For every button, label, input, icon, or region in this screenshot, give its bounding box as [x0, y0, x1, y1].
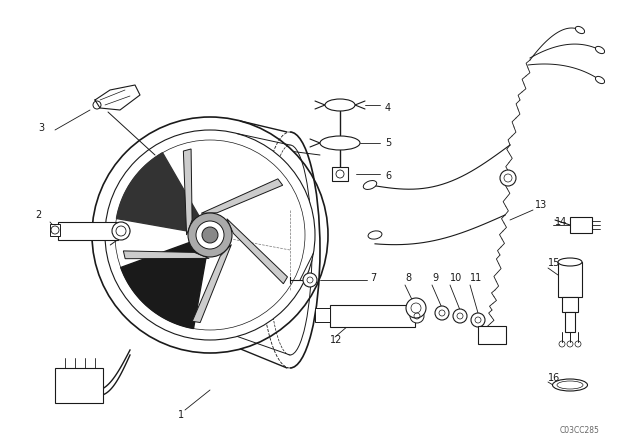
Text: 2: 2 [35, 210, 41, 220]
Text: 1: 1 [178, 410, 184, 420]
Text: 8: 8 [405, 273, 411, 283]
Bar [58, 222, 118, 240]
Text: 13: 13 [535, 200, 547, 210]
Bar [558, 262, 582, 297]
Polygon shape [201, 179, 283, 213]
Ellipse shape [595, 77, 605, 84]
Polygon shape [227, 219, 287, 284]
Circle shape [112, 222, 130, 240]
Circle shape [471, 313, 485, 327]
Ellipse shape [325, 99, 355, 111]
Text: 10: 10 [450, 273, 462, 283]
Ellipse shape [595, 47, 605, 54]
Text: 16: 16 [548, 373, 560, 383]
Circle shape [435, 306, 449, 320]
Text: 14: 14 [555, 217, 567, 227]
Circle shape [188, 213, 232, 257]
Ellipse shape [364, 181, 377, 190]
Text: 12: 12 [330, 335, 342, 345]
Circle shape [202, 227, 218, 243]
Text: 6: 6 [385, 171, 391, 181]
Bar [50, 224, 60, 236]
Bar [330, 305, 415, 327]
Bar [332, 167, 348, 181]
Text: 11: 11 [470, 273, 483, 283]
Text: 4: 4 [385, 103, 391, 113]
Text: 9: 9 [432, 273, 438, 283]
Text: C03CC285: C03CC285 [560, 426, 600, 435]
Circle shape [410, 309, 424, 323]
Ellipse shape [92, 117, 328, 353]
Polygon shape [116, 153, 210, 235]
Circle shape [303, 273, 317, 287]
Ellipse shape [368, 231, 382, 239]
Polygon shape [124, 251, 209, 258]
Text: 15: 15 [548, 258, 561, 268]
Bar [570, 217, 592, 233]
Bar [55, 368, 103, 403]
Ellipse shape [558, 258, 582, 266]
Polygon shape [121, 235, 210, 328]
Ellipse shape [320, 136, 360, 150]
Ellipse shape [105, 130, 315, 340]
Polygon shape [184, 149, 192, 235]
Bar [562, 297, 578, 312]
Polygon shape [192, 245, 232, 323]
Circle shape [406, 298, 426, 318]
Text: 3: 3 [38, 123, 44, 133]
Bar [478, 326, 506, 344]
Ellipse shape [552, 379, 588, 391]
Bar [315, 308, 330, 322]
Circle shape [500, 170, 516, 186]
Bar [565, 312, 575, 332]
Circle shape [196, 221, 224, 249]
Text: 7: 7 [370, 273, 376, 283]
Circle shape [453, 309, 467, 323]
Text: 5: 5 [385, 138, 391, 148]
Ellipse shape [575, 26, 584, 34]
